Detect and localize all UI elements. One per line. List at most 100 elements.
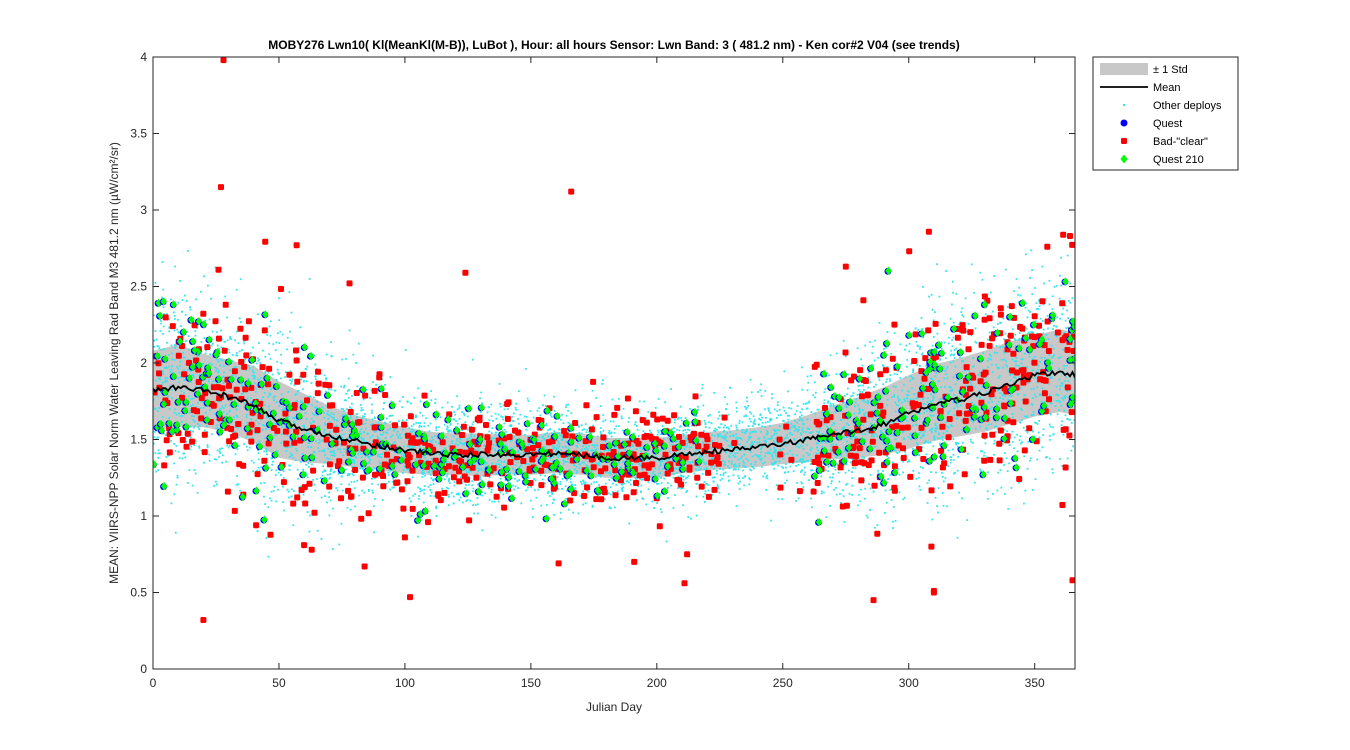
other-deploys-point — [460, 475, 463, 478]
other-deploys-point — [776, 404, 779, 407]
other-deploys-point — [678, 465, 681, 468]
other-deploys-point — [812, 394, 815, 397]
other-deploys-point — [162, 288, 165, 291]
other-deploys-point — [290, 444, 293, 446]
other-deploys-point — [783, 409, 786, 412]
other-deploys-point — [556, 432, 558, 435]
other-deploys-point — [658, 459, 661, 462]
other-deploys-point — [457, 444, 459, 446]
other-deploys-point — [359, 453, 362, 456]
other-deploys-point — [1054, 405, 1057, 408]
other-deploys-point — [328, 496, 330, 499]
other-deploys-point — [619, 466, 622, 468]
other-deploys-point — [234, 430, 236, 433]
other-deploys-point — [513, 445, 516, 448]
other-deploys-point — [216, 331, 218, 334]
other-deploys-point — [344, 451, 347, 454]
other-deploys-point — [223, 415, 226, 418]
other-deploys-point — [516, 451, 519, 453]
other-deploys-point — [621, 488, 623, 491]
other-deploys-point — [810, 432, 812, 434]
other-deploys-point — [218, 400, 221, 403]
other-deploys-point — [749, 378, 752, 381]
other-deploys-point — [1059, 388, 1061, 391]
other-deploys-point — [233, 366, 235, 369]
other-deploys-point — [552, 473, 554, 476]
other-deploys-point — [567, 409, 569, 412]
other-deploys-point — [950, 456, 953, 459]
other-deploys-point — [354, 456, 357, 459]
other-deploys-point — [724, 424, 727, 427]
other-deploys-point — [307, 442, 310, 445]
other-deploys-point — [479, 476, 482, 478]
other-deploys-point — [370, 411, 373, 414]
other-deploys-point — [952, 360, 955, 363]
other-deploys-point — [739, 437, 742, 439]
other-deploys-point — [748, 483, 751, 486]
other-deploys-point — [912, 369, 914, 372]
other-deploys-point — [954, 471, 956, 474]
other-deploys-point — [885, 436, 888, 439]
other-deploys-point — [533, 478, 535, 480]
other-deploys-point — [902, 431, 905, 434]
other-deploys-point — [210, 433, 213, 436]
other-deploys-point — [226, 412, 228, 415]
other-deploys-point — [446, 425, 449, 428]
other-deploys-point — [760, 383, 762, 386]
other-deploys-point — [268, 405, 270, 408]
other-deploys-point — [743, 453, 746, 456]
other-deploys-point — [1052, 347, 1055, 350]
other-deploys-point — [1059, 401, 1062, 403]
other-deploys-point — [713, 435, 716, 437]
other-deploys-point — [1036, 339, 1039, 342]
other-deploys-point — [153, 442, 155, 445]
other-deploys-point — [945, 425, 947, 427]
other-deploys-point — [560, 434, 563, 437]
other-deploys-point — [942, 366, 945, 368]
other-deploys-point — [438, 452, 441, 455]
other-deploys-point — [192, 430, 194, 433]
other-deploys-point — [602, 439, 605, 442]
other-deploys-point — [925, 461, 927, 464]
other-deploys-point — [305, 380, 308, 383]
other-deploys-point — [234, 366, 237, 368]
other-deploys-point — [250, 396, 252, 399]
other-deploys-point — [595, 481, 598, 483]
other-deploys-point — [735, 436, 738, 439]
other-deploys-point — [287, 415, 290, 418]
other-deploys-point — [574, 389, 577, 392]
other-deploys-point — [686, 442, 689, 445]
other-deploys-point — [403, 453, 406, 455]
other-deploys-point — [270, 320, 272, 323]
other-deploys-point — [455, 426, 457, 428]
other-deploys-point — [300, 485, 302, 488]
other-deploys-point — [994, 396, 997, 399]
other-deploys-point — [663, 463, 666, 465]
other-deploys-point — [679, 405, 682, 408]
other-deploys-point — [926, 410, 928, 413]
other-deploys-point — [286, 417, 289, 419]
other-deploys-point — [1039, 360, 1041, 363]
other-deploys-point — [1064, 414, 1067, 417]
other-deploys-point — [838, 373, 841, 376]
other-deploys-point — [746, 396, 748, 399]
other-deploys-point — [525, 489, 528, 492]
other-deploys-point — [324, 390, 327, 393]
other-deploys-point — [235, 414, 238, 417]
other-deploys-point — [561, 438, 564, 441]
other-deploys-point — [531, 508, 534, 510]
other-deploys-point — [379, 462, 381, 465]
other-deploys-point — [448, 478, 450, 481]
other-deploys-point — [520, 502, 523, 505]
other-deploys-point — [280, 362, 283, 365]
other-deploys-point — [1054, 334, 1057, 336]
other-deploys-point — [316, 414, 319, 417]
other-deploys-point — [785, 412, 787, 414]
other-deploys-point — [709, 443, 711, 445]
other-deploys-point — [264, 503, 266, 505]
other-deploys-point — [423, 456, 426, 459]
other-deploys-point — [1037, 374, 1040, 377]
other-deploys-point — [174, 265, 176, 268]
other-deploys-point — [786, 436, 789, 439]
other-deploys-point — [377, 437, 379, 439]
